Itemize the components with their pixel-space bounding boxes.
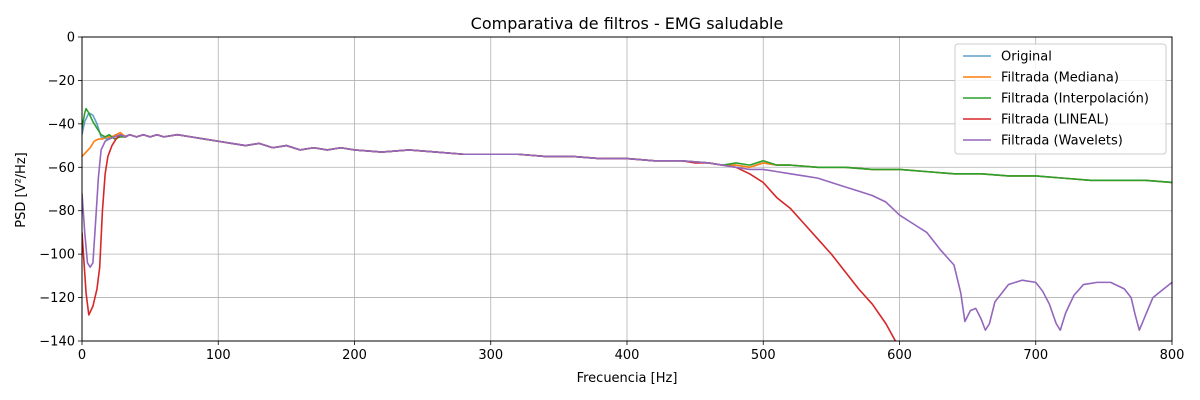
legend-entry: Filtrada (Wavelets) (1001, 134, 1123, 149)
x-tick-label: 100 (206, 348, 231, 363)
legend-entry: Filtrada (LINEAL) (1001, 113, 1109, 128)
x-tick-label: 600 (887, 348, 912, 363)
x-tick-label: 200 (342, 348, 367, 363)
y-tick-label: −100 (39, 248, 75, 263)
x-tick-label: 400 (615, 348, 640, 363)
series-line-4 (82, 133, 897, 341)
y-tick-label: −140 (39, 335, 75, 350)
y-tick-label: −20 (48, 74, 75, 89)
y-axis-ticks: 0 −20 −40 −60 −80 −100 −120 −140 (39, 31, 82, 350)
x-tick-label: 0 (78, 348, 86, 363)
legend-box (954, 43, 1167, 155)
y-tick-label: −40 (48, 117, 75, 132)
x-tick-label: 700 (1023, 348, 1048, 363)
x-axis-label: Frecuencia [Hz] (577, 371, 678, 386)
x-tick-label: 500 (751, 348, 776, 363)
legend-entry: Filtrada (Mediana) (1001, 71, 1119, 86)
legend-entry: Original (1001, 50, 1052, 65)
x-tick-label: 800 (1160, 348, 1185, 363)
y-tick-label: −60 (48, 161, 75, 176)
series-layer (82, 107, 1172, 341)
legend: Original Filtrada (Mediana) Filtrada (Inte… (954, 43, 1167, 155)
y-tick-label: 0 (67, 31, 75, 46)
series-line-5 (82, 133, 1172, 331)
chart-title: Comparativa de filtros - EMG saludable (471, 14, 784, 33)
x-axis-ticks: 0 100 200 300 400 500 600 700 800 (78, 341, 1185, 363)
y-tick-label: −120 (39, 291, 75, 306)
y-axis-label: PSD [V²/Hz] (14, 152, 29, 227)
legend-entry: Filtrada (Interpolación) (1001, 92, 1149, 107)
x-tick-label: 300 (478, 348, 503, 363)
y-tick-label: −80 (48, 204, 75, 219)
